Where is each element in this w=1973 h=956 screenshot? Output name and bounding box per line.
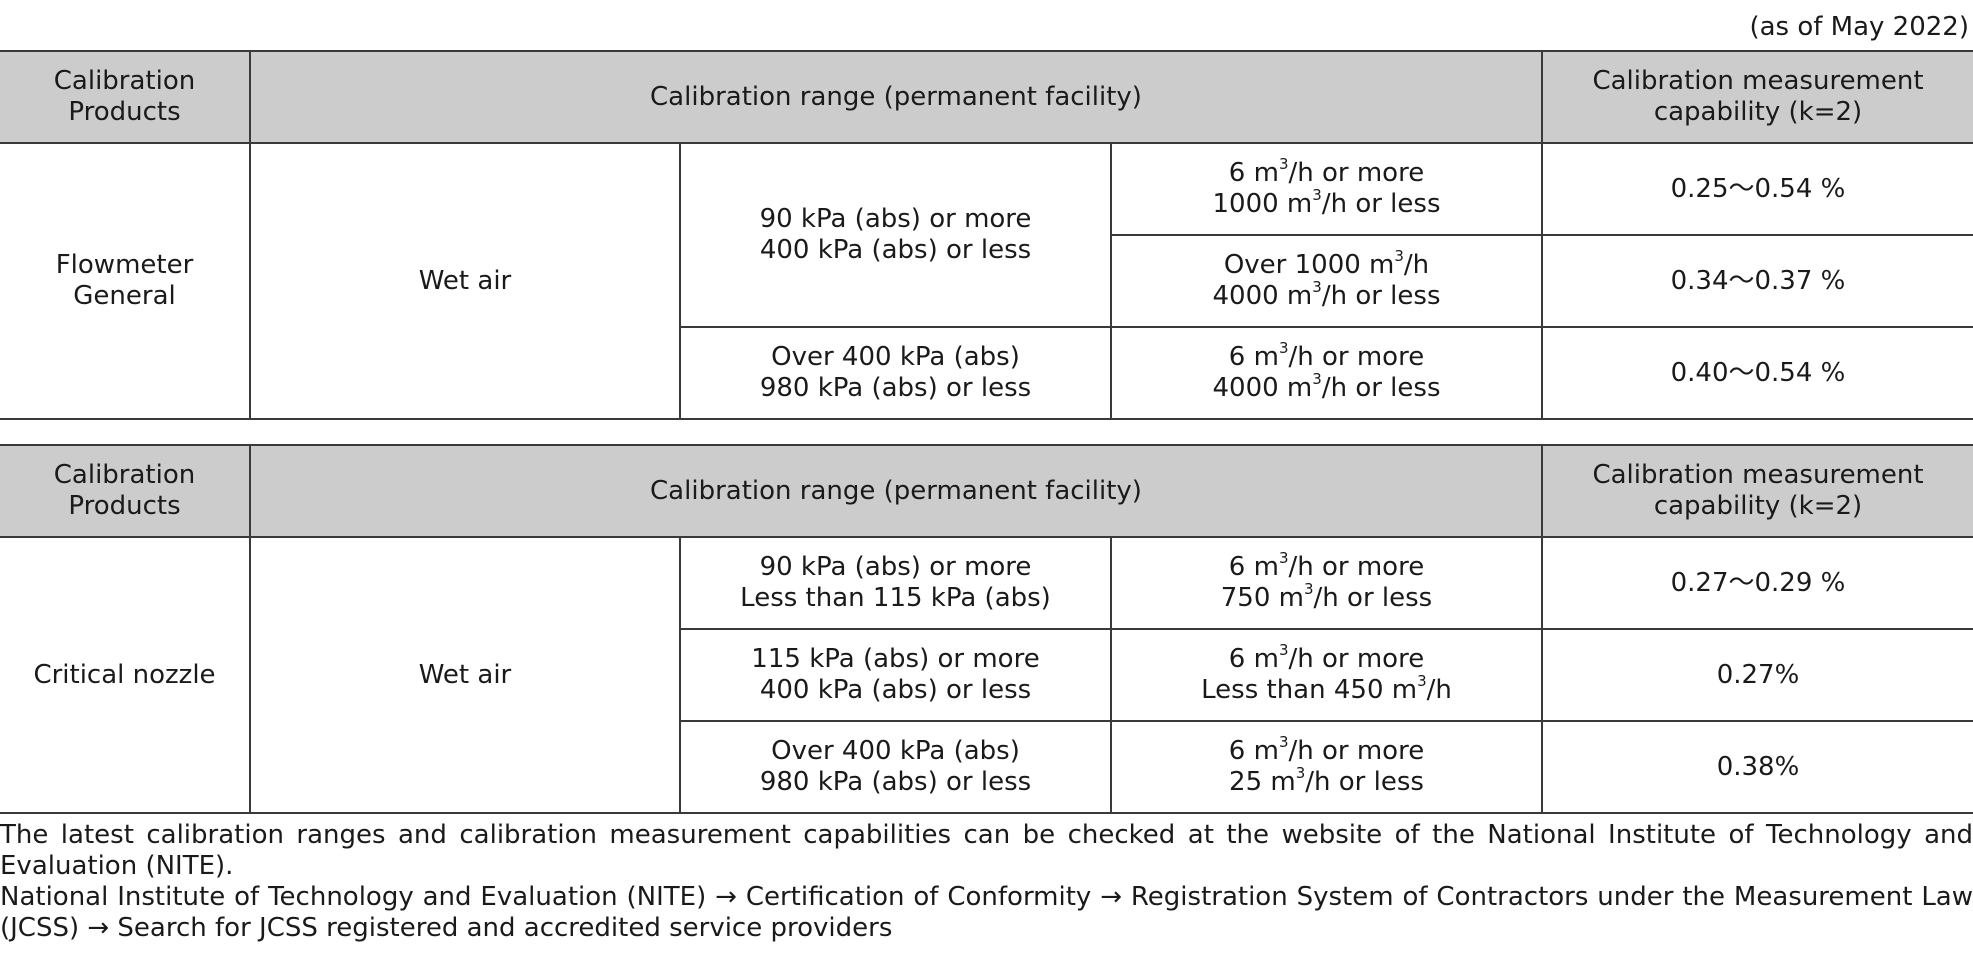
calibration-table-flowmeter: Calibration Products Calibration range (… — [0, 50, 1973, 420]
table-header-row: Calibration Products Calibration range (… — [0, 444, 1973, 538]
flow-range-cell: 6 m3/h or more 750 m3/h or less — [1110, 536, 1543, 630]
product-name: Flowmeter General — [0, 142, 251, 420]
flow-range-cell: 6 m3/h or more Less than 450 m3/h — [1110, 628, 1543, 722]
header-calibration-products: Calibration Products — [0, 444, 251, 538]
capability-cell: 0.38% — [1541, 720, 1973, 814]
table-row: Critical nozzle Wet air 90 kPa (abs) or … — [0, 536, 1973, 814]
capability-cell: 0.25〜0.54 % — [1541, 142, 1973, 236]
product-name: Critical nozzle — [0, 536, 251, 814]
capability-cell: 0.27〜0.29 % — [1541, 536, 1973, 630]
flow-range-cell: Over 1000 m3/h 4000 m3/h or less — [1111, 234, 1543, 328]
calibration-table-critical-nozzle: Calibration Products Calibration range (… — [0, 444, 1973, 814]
header-calibration-range: Calibration range (permanent facility) — [249, 444, 1543, 538]
table-row: 115 kPa (abs) or more 400 kPa (abs) or l… — [0, 628, 1973, 722]
medium-cell: Wet air — [249, 142, 681, 420]
flow-range-cell: 6 m3/h or more 1000 m3/h or less — [1110, 142, 1543, 236]
capability-cell: 0.40〜0.54 % — [1541, 326, 1973, 420]
header-measurement-capability: Calibration measurement capability (k=2) — [1541, 444, 1973, 538]
flow-range-cell: 6 m3/h or more 4000 m3/h or less — [1110, 326, 1543, 420]
as-of-date: (as of May 2022) — [1749, 12, 1969, 42]
table-row: Flowmeter General Wet air 90 kPa (abs) o… — [0, 142, 1973, 420]
footnote: The latest calibration ranges and calibr… — [0, 820, 1973, 944]
table-row: Over 400 kPa (abs) 980 kPa (abs) or less… — [0, 720, 1973, 814]
footnote-line-2: National Institute of Technology and Eva… — [0, 882, 1973, 943]
capability-cell: 0.34〜0.37 % — [1541, 234, 1973, 328]
pressure-range-cell: 115 kPa (abs) or more 400 kPa (abs) or l… — [680, 628, 1112, 722]
table-row: Over 1000 m3/h 4000 m3/h or less 0.34〜0.… — [0, 234, 1973, 328]
pressure-range-cell: 90 kPa (abs) or more Less than 115 kPa (… — [679, 536, 1112, 630]
table-row: Over 400 kPa (abs) 980 kPa (abs) or less… — [0, 326, 1973, 420]
medium-cell: Wet air — [249, 536, 681, 814]
pressure-range-cell: 90 kPa (abs) or more 400 kPa (abs) or le… — [679, 142, 1112, 328]
header-calibration-products: Calibration Products — [0, 50, 251, 144]
header-calibration-range: Calibration range (permanent facility) — [249, 50, 1543, 144]
footnote-line-1: The latest calibration ranges and calibr… — [0, 820, 1973, 881]
table-header-row: Calibration Products Calibration range (… — [0, 50, 1973, 144]
header-measurement-capability: Calibration measurement capability (k=2) — [1541, 50, 1973, 144]
flow-range-cell: 6 m3/h or more 25 m3/h or less — [1110, 720, 1543, 814]
pressure-range-cell: Over 400 kPa (abs) 980 kPa (abs) or less — [680, 720, 1112, 814]
capability-cell: 0.27% — [1541, 628, 1973, 722]
pressure-range-cell: Over 400 kPa (abs) 980 kPa (abs) or less — [680, 326, 1112, 420]
